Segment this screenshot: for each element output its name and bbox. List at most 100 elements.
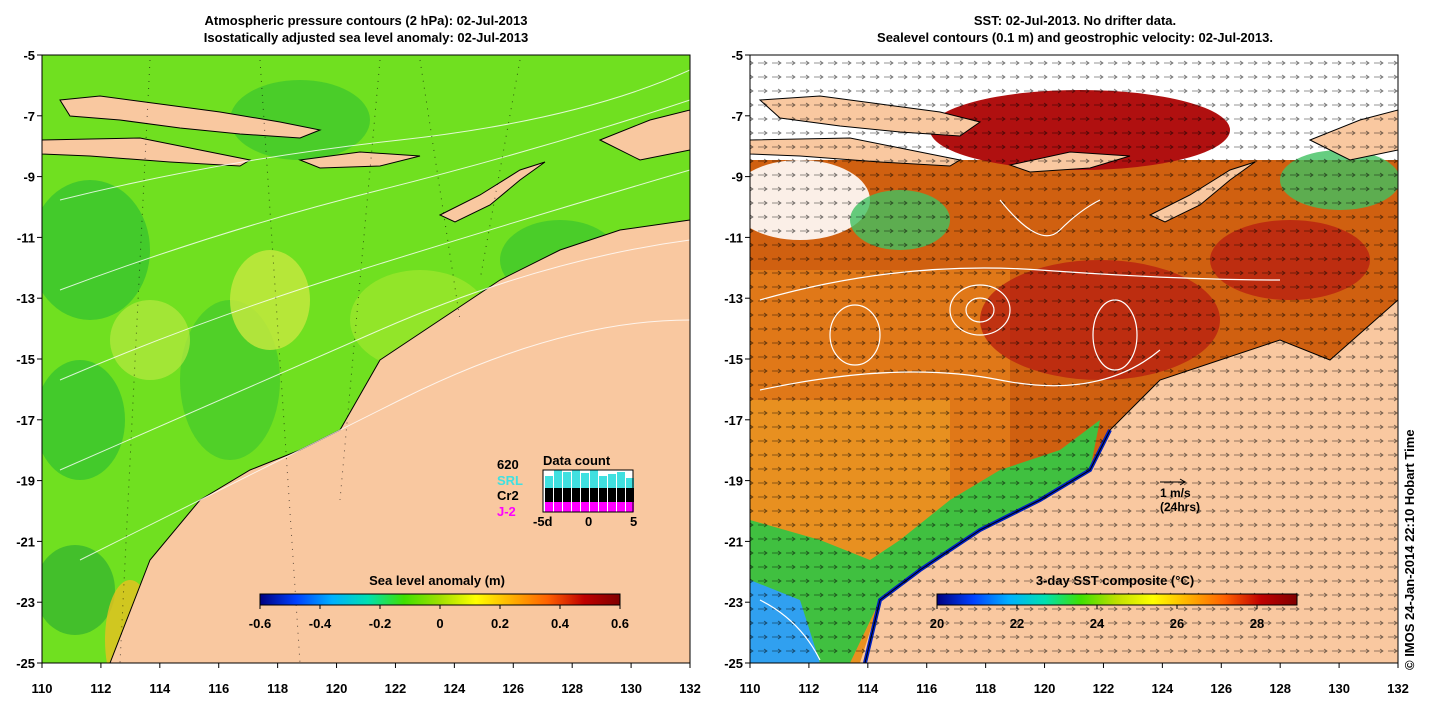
inset-xtick-left: -5d <box>533 514 553 529</box>
right-lon-tick-label: 130 <box>1328 681 1350 696</box>
right-lat-tick-label: -25 <box>724 656 743 671</box>
left-lat-tick-label: -15 <box>16 352 35 367</box>
left-pressure-contour <box>59 239 690 471</box>
left-colorbar-tick-label: -0.4 <box>309 616 332 631</box>
left-colorbar-ticks: -0.6 -0.4 -0.2 0 0.2 0.4 0.6 <box>249 605 629 631</box>
right-title-line1: SST: 02-Jul-2013. No drifter data. <box>973 13 1177 28</box>
right-lat-tick-label: -11 <box>725 230 743 245</box>
right-lat-tick-label: -7 <box>731 109 743 124</box>
left-kimberley-land <box>520 280 690 380</box>
right-colorbar-ticks: 20 22 24 26 28 <box>930 605 1264 631</box>
inset-title: Data count <box>543 453 611 468</box>
right-map <box>750 55 1398 663</box>
left-colorbar-tick-label: 0 <box>436 616 443 631</box>
left-title-line2: Isostatically adjusted sea level anomaly… <box>203 30 529 45</box>
right-sealevel-contour <box>1092 299 1138 371</box>
right-title-line2: Sealevel contours (0.1 m) and geostrophi… <box>877 30 1273 45</box>
left-australia-land <box>110 220 690 663</box>
left-map <box>42 55 690 663</box>
right-colorbar-tick-label: 24 <box>1090 616 1105 631</box>
right-sealevel-contour <box>759 599 821 661</box>
right-lon-tick-label: 120 <box>1034 681 1056 696</box>
right-lat-tick-label: -19 <box>724 474 743 489</box>
left-lon-tick-label: 122 <box>385 681 407 696</box>
left-colorbar-tick-label: -0.2 <box>369 616 391 631</box>
inset-bar-cr2 <box>626 488 634 502</box>
left-lon-tick-label: 114 <box>149 681 171 696</box>
inset-bar-j2 <box>581 502 589 512</box>
left-lat-tick-label: -11 <box>17 230 35 245</box>
left-satellite-track <box>119 59 151 663</box>
right-lat-tick-label: -15 <box>724 352 743 367</box>
right-colorbar-tick-label: 28 <box>1250 616 1264 631</box>
left-lon-tick-label: 128 <box>561 681 583 696</box>
left-lat-tick-label: -7 <box>23 109 35 124</box>
copyright-notice: © IMOS 24-Jan-2014 22:10 Hobart Time <box>1402 429 1417 670</box>
left-lon-tick-label: 110 <box>32 681 53 696</box>
right-lat-tick-label: -13 <box>724 291 743 306</box>
left-colorbar-tick-label: -0.6 <box>249 616 271 631</box>
axis-tick-labels: 110 112 114 116 118 120 122 124 126 128 130 132 -5 -7… <box>16 48 1409 696</box>
right-lon-tick-label: 118 <box>975 681 996 696</box>
inset-bar-j2 <box>590 502 598 512</box>
left-colorbar-tick-label: 0.6 <box>611 616 629 631</box>
inset-bar-cr2 <box>554 488 562 502</box>
left-island-java <box>59 95 322 139</box>
right-lon-tick-label: 132 <box>1387 681 1409 696</box>
right-sealevel-contour <box>999 199 1101 237</box>
left-lat-tick-label: -21 <box>16 534 35 549</box>
left-colorbar-tick-label: 0.2 <box>491 616 509 631</box>
left-lat-tick-label: -5 <box>23 48 35 63</box>
right-colorbar: 3-day SST composite (°C) 20 22 24 26 28 <box>930 573 1298 631</box>
inset-bar-cr2 <box>563 488 571 502</box>
inset-bar-cr2 <box>572 488 580 502</box>
right-lat-tick-label: -23 <box>724 595 743 610</box>
left-lon-tick-label: 116 <box>208 681 229 696</box>
inset-bar-j2 <box>563 502 571 512</box>
left-pressure-contour <box>59 69 690 201</box>
left-pressure-contour <box>59 169 690 381</box>
inset-bar-cr2 <box>599 488 607 502</box>
inset-bar-cr2 <box>581 488 589 502</box>
left-lon-tick-label: 120 <box>326 681 348 696</box>
right-lon-tick-label: 126 <box>1210 681 1232 696</box>
left-lon-tick-label: 126 <box>502 681 524 696</box>
right-sealevel-contour <box>829 304 881 366</box>
inset-bar-j2 <box>626 502 634 512</box>
right-lat-tick-label: -17 <box>724 413 743 428</box>
left-island-chain <box>42 137 252 167</box>
inset-mission-j2: J-2 <box>497 504 516 519</box>
right-colorbar-tick-label: 20 <box>930 616 944 631</box>
right-colorbar-bar <box>936 593 1298 606</box>
left-island-timor <box>438 161 546 223</box>
inset-bar-cr2 <box>590 488 598 502</box>
inset-bar-j2 <box>545 502 553 512</box>
inset-bar-cr2 <box>608 488 616 502</box>
inset-bar-j2 <box>617 502 625 512</box>
inset-bar-j2 <box>572 502 580 512</box>
left-panel-title: Atmospheric pressure contours (2 hPa): 0… <box>42 12 690 46</box>
right-lon-tick-label: 124 <box>1152 681 1174 696</box>
left-low-anomaly-patch <box>230 80 370 160</box>
inset-mission-cr2: Cr2 <box>497 488 519 503</box>
right-sealevel-contour <box>965 297 995 323</box>
right-sealevel-contour <box>949 284 1011 336</box>
left-pressure-contour <box>59 99 690 291</box>
data-count-inset: Data count 620 SRL Cr2 J-2 -5d 0 5 <box>497 453 637 529</box>
velocity-scale-sublabel: (24hrs) <box>1160 500 1200 514</box>
left-high-anomaly-patch <box>110 300 190 380</box>
left-colorbar: Sea level anomaly (m) -0.6 -0.4 -0.2 0 0.2 0.… <box>249 573 629 631</box>
right-lat-tick-label: -9 <box>731 170 743 185</box>
right-colorbar-title: 3-day SST composite (°C) <box>1036 573 1194 588</box>
left-lat-tick-label: -17 <box>16 413 35 428</box>
left-lat-tick-label: -13 <box>16 291 35 306</box>
right-lat-tick-label: -21 <box>724 534 743 549</box>
right-colorbar-tick-label: 22 <box>1010 616 1024 631</box>
right-geostrophic-velocity-arrows <box>750 55 1398 663</box>
inset-bar-j2 <box>554 502 562 512</box>
left-low-anomaly-patch <box>42 180 150 320</box>
inset-bar-cr2 <box>617 488 625 502</box>
left-island-flores <box>298 151 421 169</box>
right-lat-tick-label: -5 <box>731 48 743 63</box>
